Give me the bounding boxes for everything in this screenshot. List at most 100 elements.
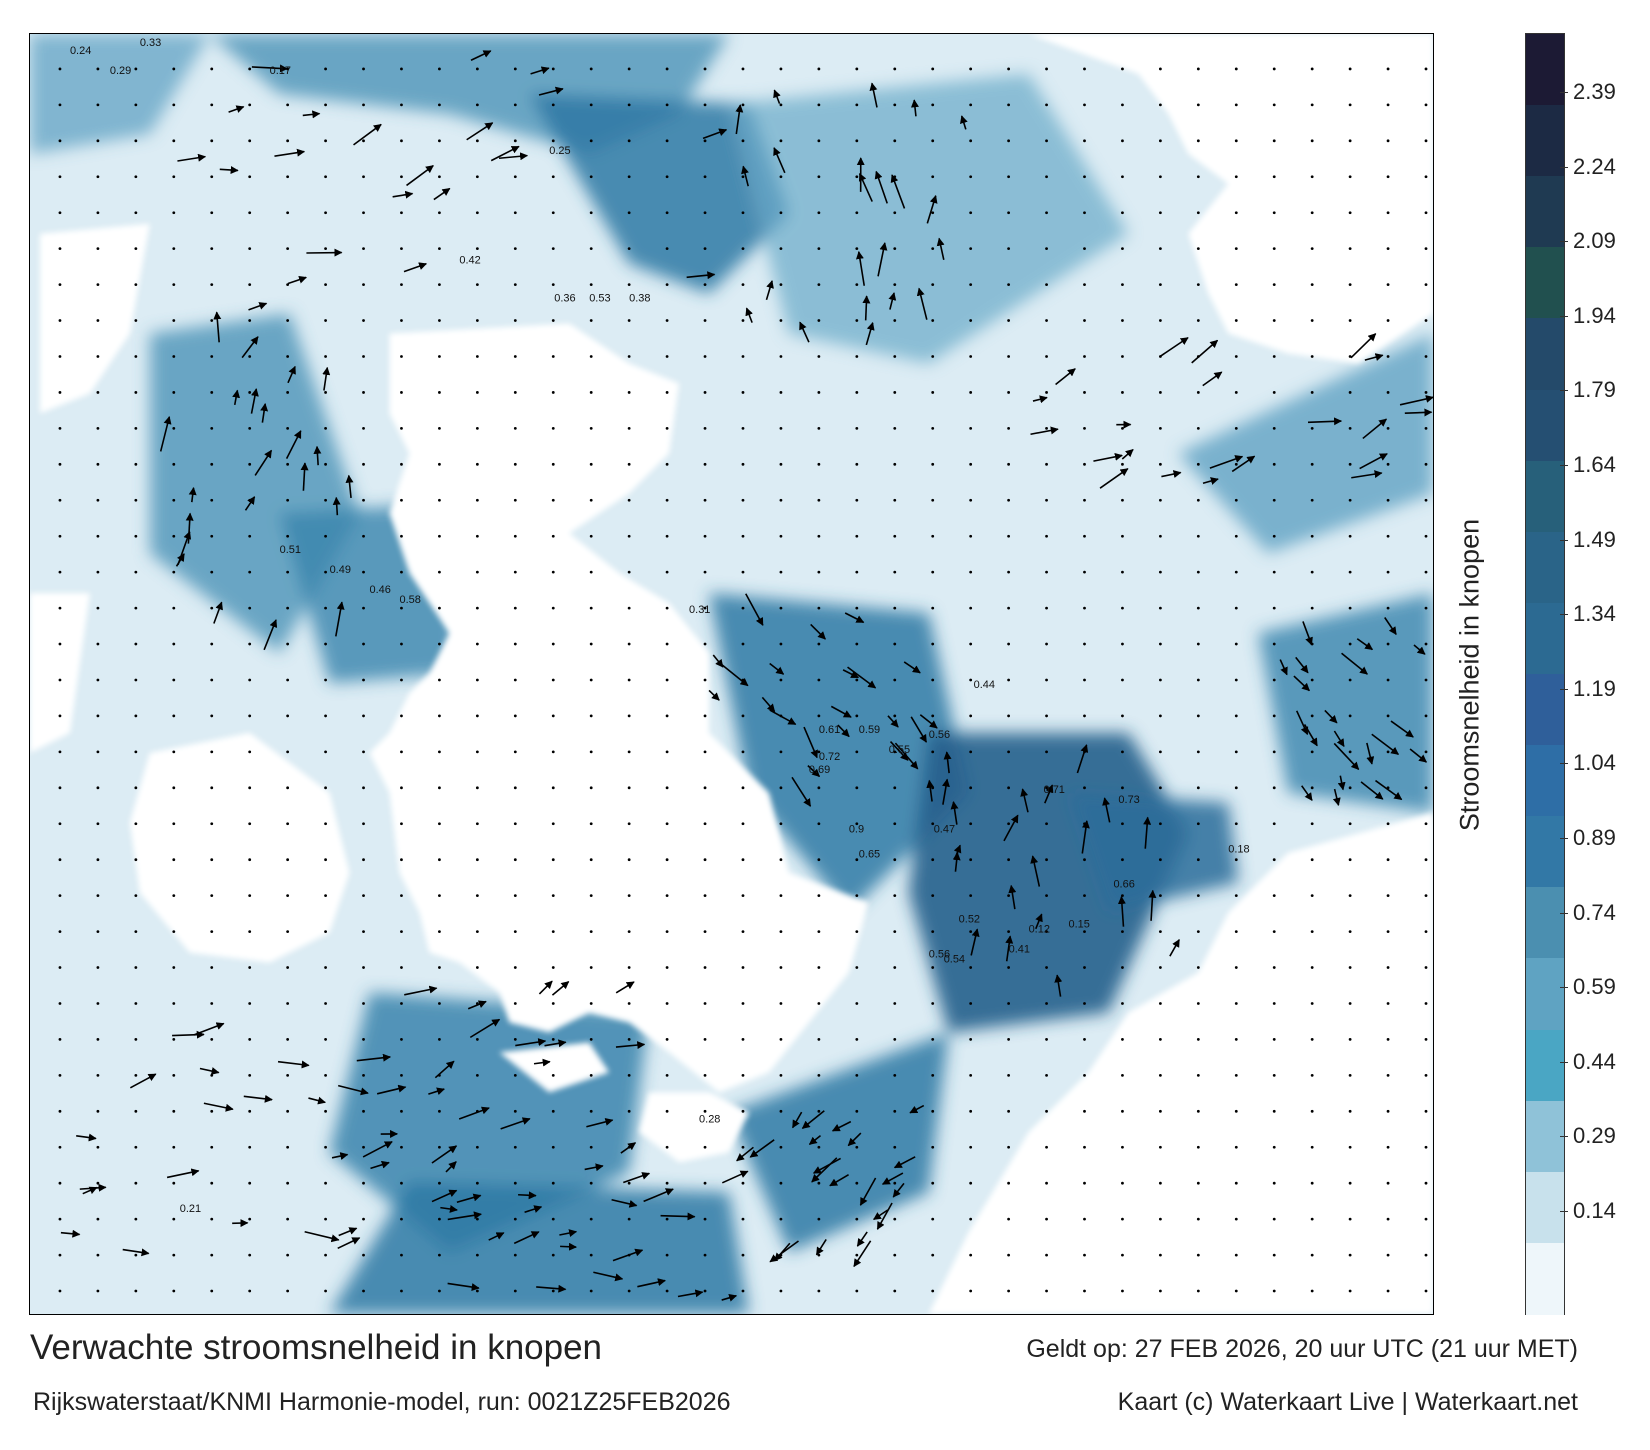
- grid-dot: [817, 283, 821, 287]
- grid-dot: [551, 534, 555, 538]
- grid-dot: [1045, 1145, 1048, 1149]
- grid-dot: [134, 858, 138, 862]
- grid-dot: [1121, 966, 1124, 969]
- current-arrow: [254, 449, 273, 476]
- grid-dot: [134, 822, 138, 826]
- colorbar-segment: [1526, 531, 1564, 604]
- grid-dot: [665, 283, 669, 287]
- grid-dot: [362, 1038, 365, 1041]
- grid-dot: [1424, 319, 1428, 322]
- grid-dot: [1045, 534, 1048, 538]
- grid-dot: [969, 714, 973, 718]
- grid-dot: [286, 247, 290, 251]
- grid-dot: [400, 1002, 403, 1005]
- grid-dot: [1196, 642, 1200, 646]
- grid-dot: [438, 822, 441, 826]
- grid-dot: [779, 67, 783, 71]
- current-arrow: [1099, 468, 1129, 489]
- grid-dot: [172, 283, 176, 287]
- current-arrow: [769, 1240, 799, 1263]
- grid-dot: [1348, 426, 1352, 430]
- grid-dot: [1196, 391, 1200, 394]
- current-arrow: [586, 1117, 614, 1128]
- grid-dot: [475, 1002, 479, 1005]
- grid-dot: [1007, 175, 1011, 179]
- grid-dot: [1121, 750, 1124, 754]
- grid-dot: [134, 750, 138, 754]
- grid-dot: [1348, 606, 1352, 610]
- current-arrow: [874, 170, 888, 204]
- current-arrow: [1399, 395, 1433, 406]
- grid-dot: [817, 750, 821, 754]
- grid-dot: [475, 319, 479, 322]
- grid-dot: [1234, 1073, 1238, 1077]
- grid-dot: [96, 534, 100, 538]
- grid-dot: [324, 642, 327, 646]
- grid-dot: [324, 283, 327, 287]
- grid-dot: [779, 642, 783, 646]
- grid-dot: [1348, 570, 1352, 574]
- grid-dot: [1196, 1073, 1200, 1077]
- grid-dot: [931, 966, 935, 969]
- grid-dot: [1121, 822, 1124, 826]
- grid-dot: [741, 930, 745, 933]
- current-arrow: [1020, 788, 1029, 813]
- grid-dot: [96, 1217, 100, 1221]
- grid-dot: [134, 1253, 138, 1257]
- current-arrow: [611, 1198, 638, 1208]
- current-arrow: [1359, 453, 1388, 470]
- grid-dot: [931, 103, 935, 107]
- grid-dot: [1121, 283, 1124, 287]
- current-arrow: [769, 709, 797, 726]
- colorbar-tick-mark: [1560, 838, 1568, 839]
- grid-dot: [1234, 1002, 1238, 1005]
- grid-dot: [1007, 1145, 1011, 1149]
- current-arrow: [1404, 408, 1433, 417]
- grid-dot: [1045, 786, 1048, 790]
- grid-dot: [1121, 606, 1124, 610]
- grid-dot: [893, 103, 897, 107]
- grid-dot: [1083, 966, 1086, 969]
- grid-dot: [589, 1038, 593, 1041]
- grid-dot: [248, 1289, 252, 1293]
- grid-dot: [893, 139, 897, 143]
- current-arrow: [287, 275, 307, 285]
- grid-dot: [362, 462, 365, 466]
- grid-dot: [475, 1253, 479, 1257]
- grid-dot: [1234, 822, 1238, 826]
- grid-dot: [627, 930, 631, 933]
- grid-dot: [1424, 606, 1428, 610]
- grid-dot: [362, 570, 365, 574]
- grid-dot: [969, 858, 973, 862]
- grid-dot: [58, 211, 62, 215]
- current-arrow: [803, 726, 818, 759]
- grid-dot: [665, 319, 669, 322]
- current-arrow: [612, 1248, 644, 1262]
- grid-dot: [1196, 1038, 1200, 1041]
- current-arrow: [1364, 353, 1384, 361]
- grid-dot: [475, 750, 479, 754]
- grid-dot: [513, 894, 517, 898]
- grid-dot: [286, 139, 290, 143]
- grid-dot: [1007, 355, 1011, 358]
- speed-label: 0.58: [399, 594, 420, 606]
- grid-dot: [400, 822, 403, 826]
- grid-dot: [551, 283, 555, 287]
- grid-dot: [1386, 606, 1390, 610]
- grid-dot: [475, 786, 479, 790]
- grid-dot: [1045, 139, 1048, 143]
- grid-dot: [362, 247, 365, 251]
- grid-dot: [1121, 1181, 1124, 1185]
- grid-dot: [58, 750, 62, 754]
- grid-dot: [1234, 1109, 1238, 1113]
- grid-dot: [1121, 319, 1124, 322]
- grid-dot: [58, 283, 62, 287]
- grid-dot: [665, 1253, 669, 1257]
- grid-dot: [627, 139, 631, 143]
- grid-dot: [475, 1109, 479, 1113]
- grid-dot: [1045, 1181, 1048, 1185]
- grid-dot: [1272, 534, 1276, 538]
- grid-dot: [1234, 894, 1238, 898]
- grid-dot: [855, 570, 859, 574]
- grid-dot: [513, 283, 517, 287]
